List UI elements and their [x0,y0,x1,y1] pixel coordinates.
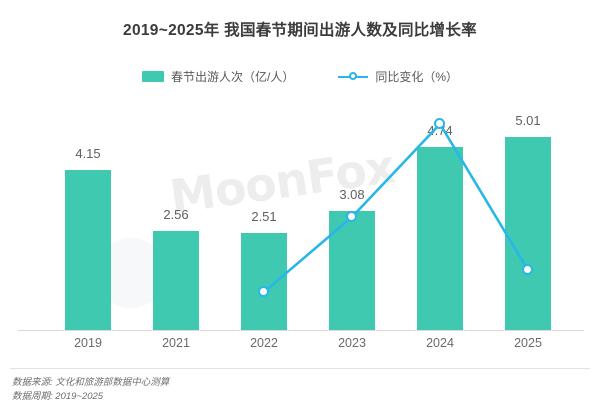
x-axis-ticks: 2019 2021 2022 2023 2024 2025 [18,336,584,356]
bar-2021 [153,231,199,330]
chart-legend: 春节出游人次（亿/人） 同比变化（%） [0,68,600,85]
page-title: 2019~2025年 我国春节期间出游人数及同比增长率 [123,22,477,39]
line-point-2022 [258,286,269,297]
line-point-2025 [522,264,533,275]
footer-period: 数据周期: 2019~2025 [12,391,104,402]
bar-2024 [417,147,463,330]
legend-bar-swatch [141,71,164,82]
x-tick-2021: 2021 [162,336,190,350]
x-tick-2019: 2019 [74,336,102,350]
legend-item-line[interactable]: 同比变化（%） [338,68,458,85]
legend-line-swatch [338,71,369,82]
plot-area: 4.15 2.56 2.51 3.08 4.74 5.01 [18,100,584,330]
x-tick-2025: 2025 [514,336,542,350]
line-point-2023 [346,211,357,222]
bar-2025 [505,137,551,330]
footer-notes: 数据来源: 文化和旅游部数据中心测算 数据周期: 2019~2025 [12,376,412,404]
x-tick-2023: 2023 [338,336,366,350]
x-tick-2022: 2022 [250,336,278,350]
footer-source: 数据来源: 文化和旅游部数据中心测算 [12,377,170,388]
bar-value-2022: 2.51 [251,209,277,224]
x-tick-2024: 2024 [426,336,454,350]
x-axis-line [18,330,584,331]
bar-2022 [241,233,287,330]
bar-value-2021: 2.56 [163,207,189,222]
bar-value-2023: 3.08 [339,187,365,202]
bar-2019 [65,170,111,330]
bar-value-2019: 4.15 [75,146,101,161]
line-point-2024 [434,118,445,129]
footer-divider [10,368,590,369]
legend-item-label: 同比变化（%） [375,70,458,84]
trend-line [262,122,530,294]
legend-item-label: 春节出游人次（亿/人） [170,70,295,84]
legend-item-bar[interactable]: 春节出游人次（亿/人） [141,68,295,85]
bar-value-2025: 5.01 [515,113,541,128]
